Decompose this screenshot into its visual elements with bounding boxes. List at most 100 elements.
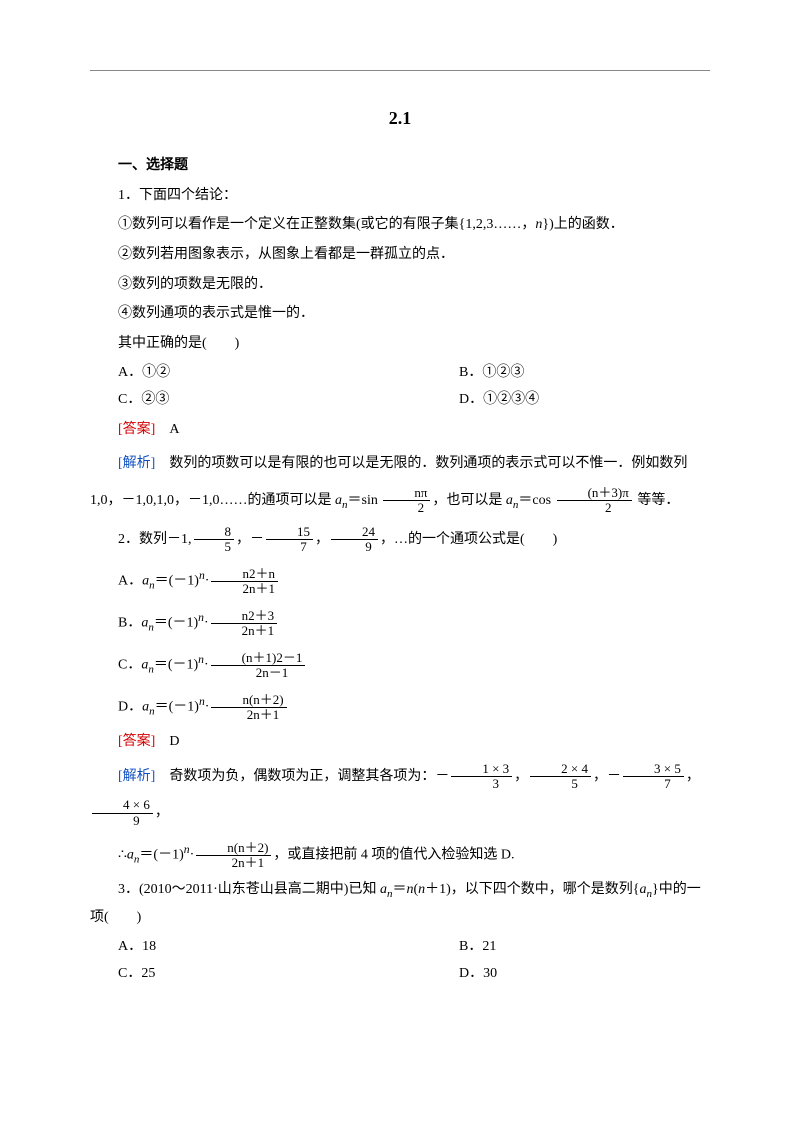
q1-frac1: nπ2 <box>383 486 430 516</box>
q2-f2: 157 <box>266 525 313 555</box>
q2-ana-e: ， <box>155 805 169 820</box>
dotB: · <box>204 616 209 631</box>
sin: sin <box>362 493 378 508</box>
q2-ana-d: ， <box>686 769 700 784</box>
therefore: ∴ <box>118 848 127 863</box>
q2-f1n: 8 <box>194 525 235 540</box>
q2-Dn: n(n＋2) <box>211 693 286 708</box>
q2-t4d: 9 <box>92 814 153 828</box>
q2-b: ，－ <box>236 532 264 547</box>
q1-s1-a: ①数列可以看作是一个定义在正整数集(或它的有限子集{1,2,3……， <box>118 217 535 232</box>
n-sub2: n <box>513 498 519 510</box>
analysis-label: [解析] <box>118 456 155 471</box>
q2-t2d: 5 <box>530 777 591 791</box>
q2-Dfrac: n(n＋2)2n＋1 <box>211 693 286 723</box>
eqD: ＝(－1) <box>155 700 199 715</box>
q3-opt-a: A．18 <box>90 934 431 961</box>
q1-answer: [答案] A <box>90 417 710 444</box>
q2-analysis: [解析] 奇数项为负，偶数项为正，调整其各项为：－1 × 33，2 × 45，－… <box>90 759 710 832</box>
q1-opt-b: B．①②③ <box>431 360 710 387</box>
q3-row-ab: A．18 B．21 <box>90 934 710 961</box>
q3-a: 3．(2010～2011·山东苍山县高二期中)已知 <box>118 882 380 897</box>
q2-t4n: 4 × 6 <box>92 798 153 813</box>
q1-s2: ②数列若用图象表示，从图象上看都是一群孤立的点． <box>90 242 710 269</box>
q2-concl: ，或直接把前 4 项的值代入检验知选 D. <box>273 848 514 863</box>
q1-prompt: 其中正确的是( ) <box>90 331 710 358</box>
q2-Afrac: n2＋n2n＋1 <box>211 567 278 597</box>
q2-opt-d: D．an＝(－1)n·n(n＋2)2n＋1 <box>90 687 710 726</box>
an-q3b: a <box>640 882 647 897</box>
n-sub: n <box>342 498 348 510</box>
q1-ana-c: 等等． <box>634 493 680 508</box>
q1-f2n: (n＋3)π <box>557 486 632 501</box>
q3-opt-d: D．30 <box>431 961 710 988</box>
q2-answer-value: D <box>169 734 179 749</box>
eqA: ＝(－1) <box>155 574 199 589</box>
q2-C-pre: C． <box>118 658 141 673</box>
q2-t3: 3 × 57 <box>623 762 684 792</box>
q2-f2d: 7 <box>266 540 313 554</box>
q2-Bn: n2＋3 <box>211 609 278 624</box>
q2-Cfrac: (n＋1)2－12n－1 <box>211 651 306 681</box>
an-sym: a <box>335 493 342 508</box>
eqB: ＝(－1) <box>154 616 198 631</box>
page: 2.1 一、选择题 1．下面四个结论： ①数列可以看作是一个定义在正整数集(或它… <box>0 0 800 1132</box>
q1-s3: ③数列的项数是无限的． <box>90 272 710 299</box>
dotRes: · <box>190 848 195 863</box>
dotD: · <box>205 700 210 715</box>
q1-s4: ④数列通项的表示式是惟一的． <box>90 301 710 328</box>
q2-ana-c: ，－ <box>593 769 621 784</box>
dotA: · <box>205 574 210 589</box>
q3-d: ＋1)，以下四个数中，哪个是数列{ <box>425 882 639 897</box>
q2-Bd: 2n＋1 <box>211 624 278 638</box>
q2-answer: [答案] D <box>90 729 710 756</box>
q2-resn: n(n＋2) <box>196 841 271 856</box>
q2-resfrac: n(n＋2)2n＋1 <box>196 841 271 871</box>
q3-stem: 3．(2010～2011·山东苍山县高二期中)已知 an＝n(n＋1)，以下四个… <box>90 877 710 931</box>
q1-row-ab: A．①② B．①②③ <box>90 360 710 387</box>
q1-s1: ①数列可以看作是一个定义在正整数集(或它的有限子集{1,2,3……，n})上的函… <box>90 212 710 239</box>
q1-answer-value: A <box>169 422 179 437</box>
q2-t2n: 2 × 4 <box>530 762 591 777</box>
q2-c: ， <box>315 532 329 547</box>
q2-f3d: 9 <box>331 540 378 554</box>
q2-conclusion: ∴an＝(－1)n·n(n＋2)2n＋1，或直接把前 4 项的值代入检验知选 D… <box>90 835 710 874</box>
q3-opt-c: C．25 <box>90 961 431 988</box>
analysis-label-2: [解析] <box>118 769 155 784</box>
q1-f2d: 2 <box>557 501 632 515</box>
eqRes: ＝(－1) <box>139 848 183 863</box>
chapter-title: 2.1 <box>90 101 710 135</box>
q1-opt-c: C．②③ <box>90 387 431 414</box>
dotC: · <box>204 658 209 673</box>
q2-f3: 249 <box>331 525 378 555</box>
q1-opt-d: D．①②③④ <box>431 387 710 414</box>
q2-a: 2．数列－1, <box>118 532 192 547</box>
q2-Dd: 2n＋1 <box>211 708 286 722</box>
q2-f2n: 15 <box>266 525 313 540</box>
q2-f1: 85 <box>194 525 235 555</box>
q2-t2: 2 × 45 <box>530 762 591 792</box>
q2-t1: 1 × 33 <box>451 762 512 792</box>
q1-analysis: [解析] 数列的项数可以是有限的也可以是无限的．数列通项的表示式可以不惟一．例如… <box>90 446 710 519</box>
q3-b: ＝ <box>392 882 406 897</box>
q2-Ad: 2n＋1 <box>211 582 278 596</box>
q2-Cn: (n＋1)2－1 <box>211 651 306 666</box>
cos: cos <box>532 493 551 508</box>
q1-ana-b: ，也可以是 <box>432 493 506 508</box>
q2-opt-b: B．an＝(－1)n·n2＋32n＋1 <box>90 603 710 642</box>
q2-opt-c: C．an＝(－1)n·(n＋1)2－12n－1 <box>90 645 710 684</box>
q1-row-cd: C．②③ D．①②③④ <box>90 387 710 414</box>
q2-t4: 4 × 69 <box>92 798 153 828</box>
q3-row-cd: C．25 D．30 <box>90 961 710 988</box>
q2-stem: 2．数列－1,85，－157，249，…的一个通项公式是( ) <box>90 522 710 558</box>
q2-A-pre: A． <box>118 574 142 589</box>
q2-ana-b: ， <box>514 769 528 784</box>
q1-opt-a: A．①② <box>90 360 431 387</box>
q1-f1n: nπ <box>383 486 430 501</box>
q2-resd: 2n＋1 <box>196 856 271 870</box>
q2-f1d: 5 <box>194 540 235 554</box>
an-q3: a <box>380 882 387 897</box>
q1-s1-b: })上的函数． <box>542 217 623 232</box>
q2-B-pre: B． <box>118 616 141 631</box>
q2-An: n2＋n <box>211 567 278 582</box>
